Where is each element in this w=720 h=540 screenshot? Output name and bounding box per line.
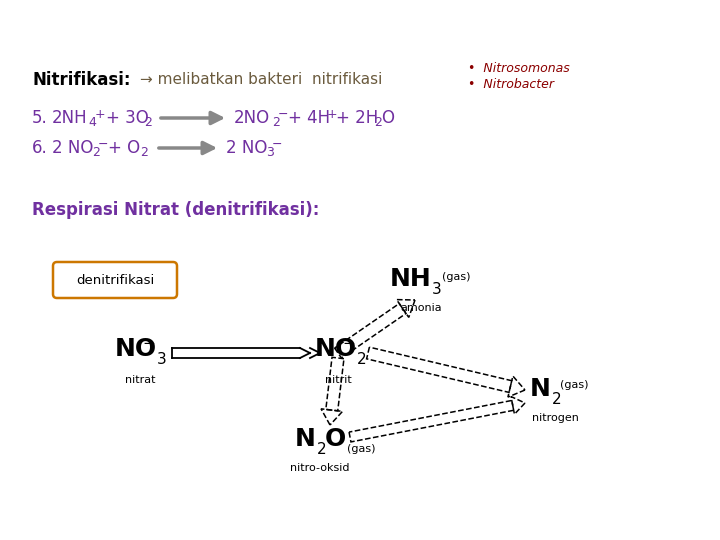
Text: 2: 2 bbox=[552, 392, 562, 407]
FancyBboxPatch shape bbox=[53, 262, 177, 298]
Text: 4: 4 bbox=[88, 116, 96, 129]
Text: NH: NH bbox=[390, 267, 432, 291]
Text: Nitrifikasi:: Nitrifikasi: bbox=[32, 71, 130, 89]
Text: 5.: 5. bbox=[32, 109, 48, 127]
Text: nitrit: nitrit bbox=[325, 375, 352, 385]
Text: −: − bbox=[342, 335, 355, 350]
Text: Respirasi Nitrat (denitrifikasi):: Respirasi Nitrat (denitrifikasi): bbox=[32, 201, 320, 219]
Text: + 3O: + 3O bbox=[106, 109, 149, 127]
Text: N: N bbox=[295, 427, 316, 451]
Text: 2NH: 2NH bbox=[52, 109, 88, 127]
Text: 2: 2 bbox=[92, 145, 100, 159]
Text: nitrogen: nitrogen bbox=[532, 413, 579, 423]
Text: 2: 2 bbox=[272, 116, 280, 129]
Text: (gas): (gas) bbox=[347, 444, 376, 454]
Text: + 2H: + 2H bbox=[336, 109, 378, 127]
Text: N: N bbox=[530, 377, 551, 401]
Text: −: − bbox=[142, 335, 155, 350]
Text: 2: 2 bbox=[317, 442, 327, 456]
Text: + O: + O bbox=[108, 139, 140, 157]
Text: 2: 2 bbox=[374, 116, 382, 129]
Text: 2NO: 2NO bbox=[234, 109, 270, 127]
Text: amonia: amonia bbox=[400, 303, 441, 313]
Text: 2 NO: 2 NO bbox=[226, 139, 267, 157]
Text: •  Nitrobacter: • Nitrobacter bbox=[468, 78, 554, 91]
Text: 3: 3 bbox=[266, 145, 274, 159]
Text: −: − bbox=[98, 138, 109, 151]
Text: 2: 2 bbox=[144, 116, 152, 129]
Text: + 4H: + 4H bbox=[288, 109, 330, 127]
Text: 6.: 6. bbox=[32, 139, 48, 157]
Text: +: + bbox=[95, 107, 106, 120]
Text: •  Nitrosomonas: • Nitrosomonas bbox=[468, 62, 570, 75]
Text: denitrifikasi: denitrifikasi bbox=[76, 273, 154, 287]
Text: O: O bbox=[381, 109, 394, 127]
Text: −: − bbox=[272, 138, 282, 151]
Text: −: − bbox=[278, 107, 289, 120]
Text: 2 NO: 2 NO bbox=[52, 139, 94, 157]
Text: (gas): (gas) bbox=[442, 272, 470, 282]
Text: NO: NO bbox=[115, 337, 157, 361]
Text: NO: NO bbox=[315, 337, 357, 361]
Text: 3: 3 bbox=[432, 281, 442, 296]
Text: 2: 2 bbox=[140, 145, 148, 159]
Text: → melibatkan bakteri  nitrifikasi: → melibatkan bakteri nitrifikasi bbox=[140, 72, 382, 87]
Text: nitrat: nitrat bbox=[125, 375, 156, 385]
Text: 2: 2 bbox=[357, 352, 366, 367]
Text: 3: 3 bbox=[157, 352, 167, 367]
Text: +: + bbox=[327, 107, 338, 120]
Text: nitro-oksid: nitro-oksid bbox=[290, 463, 349, 473]
Text: O: O bbox=[325, 427, 346, 451]
Text: (gas): (gas) bbox=[560, 380, 588, 390]
